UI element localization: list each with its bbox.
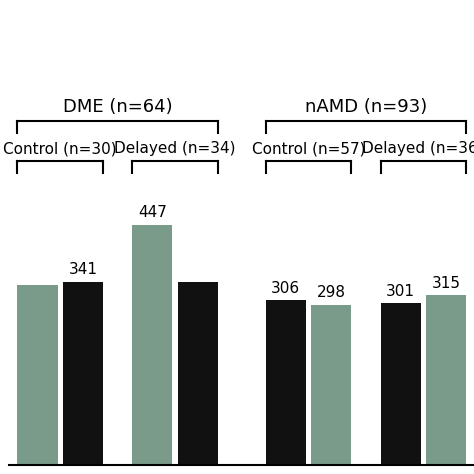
Text: nAMD (n=93): nAMD (n=93) <box>305 98 427 116</box>
Bar <box>266 301 306 465</box>
Bar <box>381 303 420 465</box>
Text: Delayed (n=34): Delayed (n=34) <box>114 141 236 156</box>
Bar <box>63 282 103 465</box>
Text: 341: 341 <box>68 262 97 277</box>
Text: 315: 315 <box>431 276 460 291</box>
Text: 301: 301 <box>386 284 415 299</box>
Text: Control (n=57): Control (n=57) <box>252 141 365 156</box>
Text: 447: 447 <box>138 205 167 220</box>
Text: Delayed (n=36): Delayed (n=36) <box>363 141 474 156</box>
Text: Control (n=30): Control (n=30) <box>3 141 117 156</box>
Bar <box>132 225 173 465</box>
Bar <box>311 305 351 465</box>
Bar <box>18 285 57 465</box>
Text: 306: 306 <box>271 281 301 296</box>
Text: 298: 298 <box>317 285 346 301</box>
Text: DME (n=64): DME (n=64) <box>63 98 173 116</box>
Bar <box>426 295 466 465</box>
Bar <box>178 282 218 465</box>
